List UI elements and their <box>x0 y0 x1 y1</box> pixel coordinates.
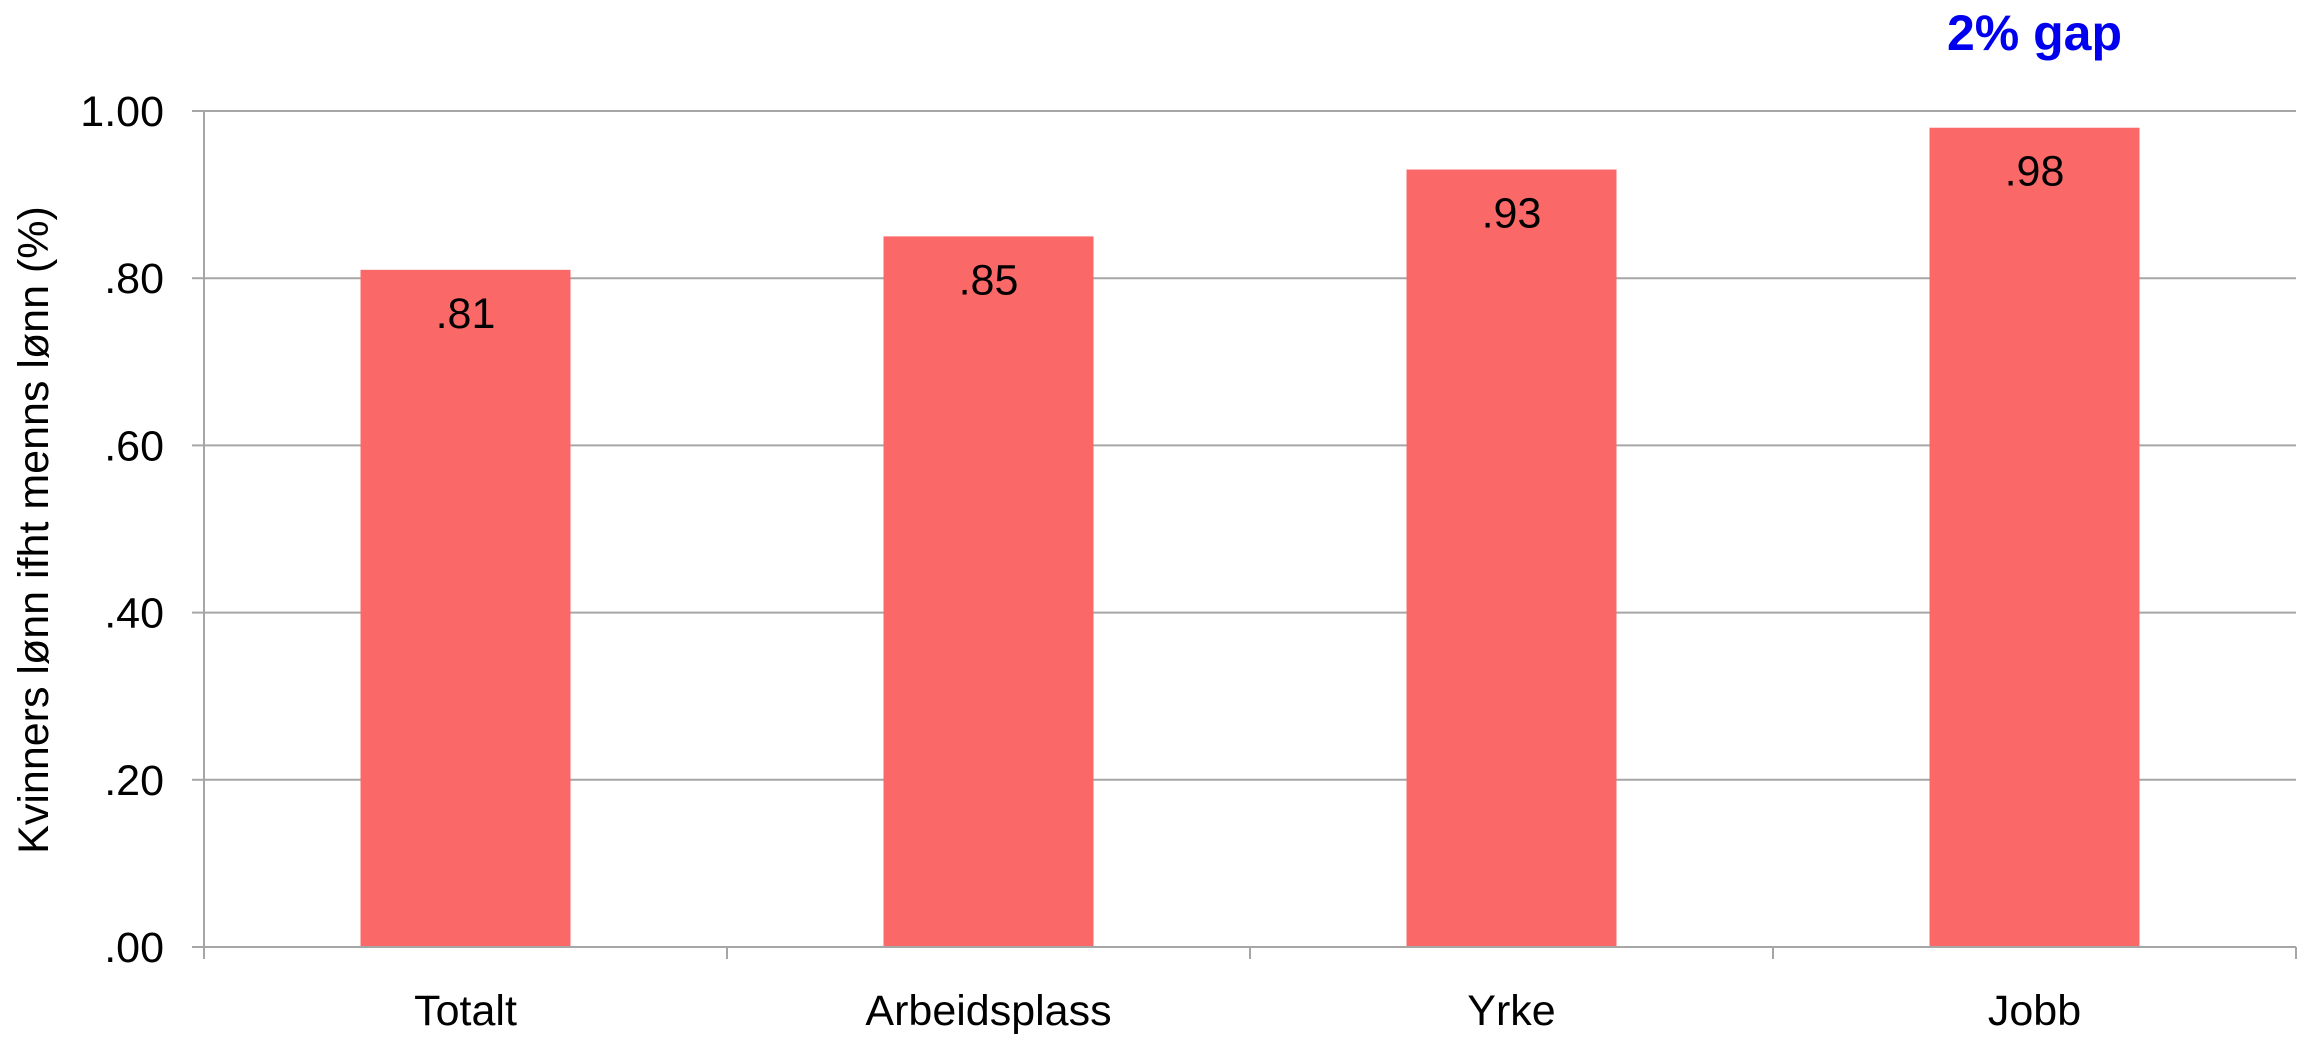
bar <box>1406 169 1617 947</box>
y-tick-label: .40 <box>104 590 164 638</box>
y-tick-label: 1.00 <box>80 88 164 136</box>
data-label: .98 <box>2005 148 2065 196</box>
data-label: .81 <box>436 290 496 338</box>
y-tick-label: .60 <box>104 422 164 470</box>
data-label: .85 <box>959 256 1019 304</box>
bar <box>360 269 571 948</box>
data-label: .93 <box>1482 190 1542 238</box>
y-tick-label: .80 <box>104 255 164 303</box>
x-tick-label: Totalt <box>414 987 517 1035</box>
y-tick-label: .00 <box>104 924 164 972</box>
axes <box>192 110 2297 959</box>
bar <box>883 236 1094 947</box>
x-tick-label: Arbeidsplass <box>865 987 1111 1035</box>
gap-annotation: 2% gap <box>1947 5 2122 61</box>
bars <box>360 127 2140 948</box>
y-tick-label: .20 <box>104 757 164 805</box>
x-tick-label: Jobb <box>1988 987 2081 1035</box>
bar <box>1929 127 2140 948</box>
y-axis-title: Kvinners lønn ifht menns lønn (%) <box>10 206 58 854</box>
labels: .00 .20 .40 .60 .80 1.00 .81 Totalt .85 Arbeidspl… <box>80 88 2081 1035</box>
x-tick-label: Yrke <box>1467 987 1555 1035</box>
